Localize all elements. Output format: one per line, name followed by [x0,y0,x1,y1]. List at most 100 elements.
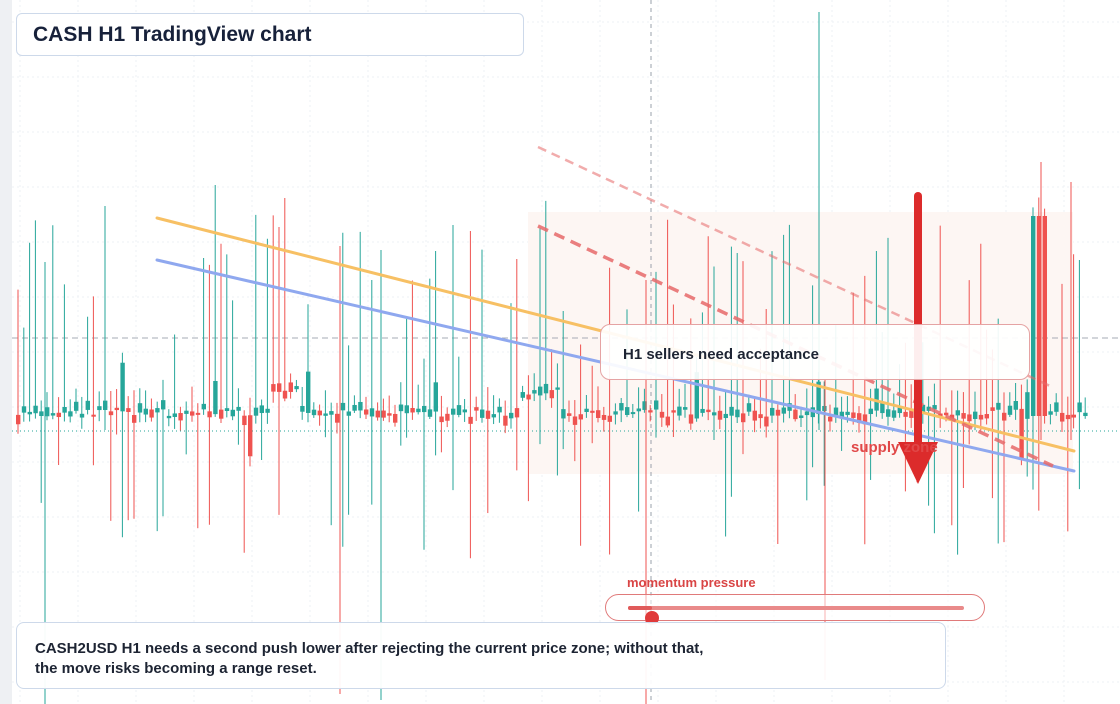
candle [619,403,624,411]
momentum-fill [628,606,652,610]
candle [33,405,38,414]
candle [926,406,931,411]
candle [56,412,61,418]
candle [799,415,804,418]
candle [654,400,659,410]
candle [451,408,456,415]
candle [277,383,282,392]
candle [248,415,253,457]
candle [1013,400,1018,410]
candle [613,411,618,415]
candle [416,408,421,413]
candle [880,403,885,414]
candle [398,404,404,412]
candle [137,403,143,413]
candle [323,413,328,416]
candle [775,409,781,416]
candle [822,405,827,411]
candle [729,406,734,416]
candle [891,410,897,418]
candle [932,405,937,410]
candle [85,400,90,410]
candle [1025,392,1030,419]
candle [404,405,409,414]
candle [543,383,549,394]
candle [735,409,740,418]
candle [526,394,531,400]
candle [694,372,699,419]
candle [1019,408,1024,459]
supply-zone-label: supply zone [851,439,938,456]
candle [149,409,154,418]
candle [445,413,450,421]
candle [97,406,102,411]
analysis-caption: CASH2USD H1 needs a second push lower af… [16,622,946,689]
caption-line-2: the move risks becoming a range reset. [35,660,317,677]
chart-title: CASH H1 TradingView chart [16,13,524,56]
candle [497,406,502,413]
dashed-trendline-lower[interactable] [537,224,1054,468]
candle [961,413,966,419]
candle [659,411,665,418]
candle [862,414,868,425]
candle [688,414,694,424]
candle [746,403,752,412]
candle [584,408,589,412]
candle [781,407,786,414]
candle [503,415,508,426]
candle [480,409,485,418]
candle [230,409,235,417]
momentum-knob[interactable] [644,611,659,625]
candle [1077,402,1082,413]
candle [770,407,775,416]
candle [683,407,688,410]
candle [45,407,50,417]
sellers-callout-text: H1 sellers need acceptance [623,346,819,363]
candle [1036,216,1042,416]
candle [190,411,195,416]
candle [161,400,166,410]
candle [845,411,850,415]
candle [219,409,224,419]
candle [50,413,56,416]
candle [346,411,351,416]
candle [764,416,769,427]
candle [601,414,607,420]
candle [561,409,566,419]
candle [259,405,264,414]
momentum-label: momentum pressure [627,575,756,590]
candle [642,401,647,410]
candle [903,411,908,417]
candle [79,413,85,418]
candle [265,408,270,413]
candle [944,412,949,416]
candle [1083,412,1088,417]
candle [578,414,583,420]
candle [358,401,363,411]
candle [1065,414,1071,420]
candle [1007,405,1013,415]
candle [532,390,537,394]
candle [27,411,32,415]
candle [213,380,218,415]
candle [572,416,578,425]
candle [300,405,305,412]
candle [549,390,554,399]
candle [427,409,433,417]
candle [509,412,514,419]
candle [978,414,984,420]
candle [201,403,206,410]
candle [387,413,392,416]
candle [920,404,926,414]
candle [758,414,763,419]
candle [897,406,902,414]
candle [1042,216,1047,416]
candle [224,408,230,411]
candle [607,415,612,422]
candle [126,408,131,413]
candle [317,410,322,416]
candle [253,407,259,416]
candle [514,408,520,418]
momentum-pressure-slider[interactable] [605,594,985,625]
candle [16,414,21,425]
